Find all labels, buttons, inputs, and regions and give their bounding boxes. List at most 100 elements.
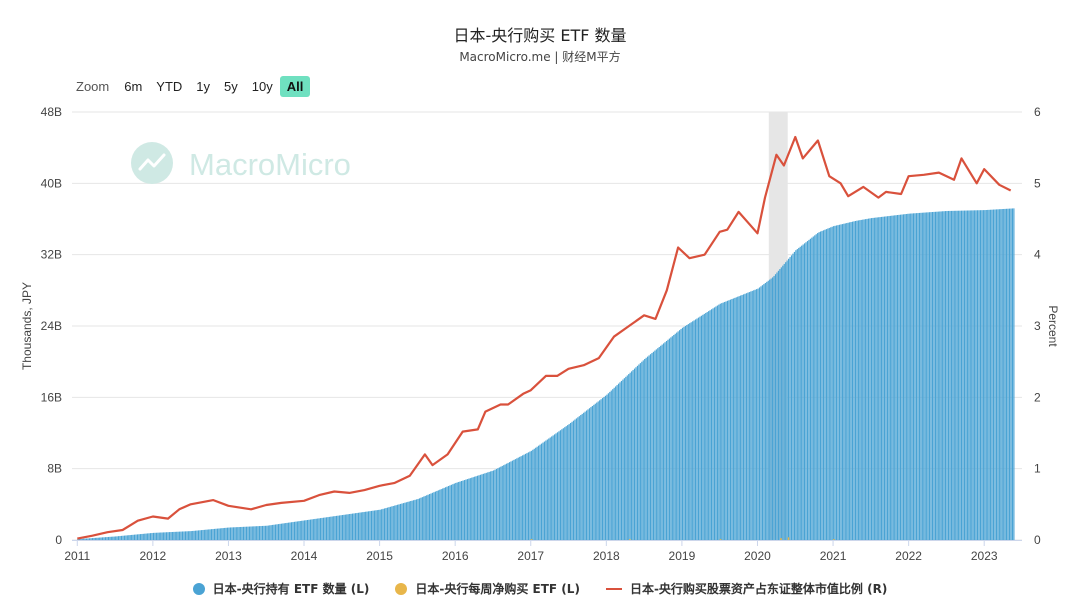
holdings-bar bbox=[639, 363, 641, 540]
holdings-bar bbox=[298, 521, 300, 540]
y-right-tick-label: 4 bbox=[1034, 248, 1041, 262]
holdings-bar bbox=[311, 519, 313, 540]
holdings-bar bbox=[652, 351, 655, 540]
zoom-10y-button[interactable]: 10y bbox=[251, 79, 273, 94]
holdings-bar bbox=[949, 210, 951, 540]
y-left-axis-title: Thousands, JPY bbox=[20, 282, 34, 370]
holdings-bar bbox=[269, 525, 271, 540]
holdings-bar bbox=[760, 286, 762, 540]
holdings-bar bbox=[472, 477, 474, 540]
holdings-bar bbox=[199, 530, 201, 540]
holdings-bar bbox=[545, 440, 547, 540]
holdings-bar bbox=[819, 231, 822, 540]
holdings-bar bbox=[469, 478, 471, 540]
holdings-bar bbox=[277, 524, 280, 540]
holdings-bar bbox=[530, 450, 532, 540]
holdings-bar bbox=[633, 368, 636, 540]
holdings-bar bbox=[468, 478, 470, 540]
legend-item-holdings[interactable]: 日本-央行持有 ETF 数量 (L) bbox=[192, 580, 369, 597]
holdings-bar bbox=[231, 527, 233, 540]
holdings-bar bbox=[649, 354, 652, 540]
x-tick-label: 2021 bbox=[820, 549, 847, 563]
zoom-6m-button[interactable]: 6m bbox=[124, 79, 143, 94]
legend-item-weekly[interactable]: 日本-央行每周净购买 ETF (L) bbox=[395, 580, 580, 597]
holdings-bar bbox=[123, 535, 125, 540]
holdings-bar bbox=[942, 211, 944, 540]
holdings-bar bbox=[343, 514, 345, 540]
holdings-bar bbox=[554, 434, 556, 540]
holdings-bar bbox=[309, 519, 312, 540]
holdings-bar bbox=[577, 417, 579, 540]
holdings-bar bbox=[363, 511, 365, 540]
holdings-bar bbox=[769, 279, 771, 540]
x-tick-label: 2011 bbox=[64, 549, 90, 563]
holdings-bar bbox=[788, 258, 790, 540]
holdings-bar bbox=[918, 212, 921, 540]
holdings-bar bbox=[789, 257, 791, 540]
holdings-bar bbox=[841, 224, 843, 540]
holdings-bar bbox=[145, 533, 147, 540]
holdings-bar bbox=[619, 382, 621, 540]
weekly-purchase-bar bbox=[833, 539, 835, 540]
holdings-bar bbox=[104, 537, 107, 540]
holdings-bar bbox=[211, 529, 213, 540]
holdings-bar bbox=[250, 526, 252, 540]
holdings-bar bbox=[645, 357, 647, 540]
holdings-bar bbox=[806, 241, 809, 540]
holdings-bar bbox=[865, 219, 867, 540]
holdings-bar bbox=[117, 536, 120, 540]
holdings-bar bbox=[381, 509, 383, 540]
holdings-bar bbox=[346, 514, 348, 540]
holdings-bar bbox=[479, 474, 482, 540]
holdings-bar bbox=[971, 210, 973, 540]
holdings-bar bbox=[295, 521, 297, 540]
holdings-bar bbox=[863, 219, 865, 540]
holdings-bar bbox=[623, 378, 625, 540]
holdings-bar bbox=[285, 523, 287, 540]
zoom-1y-button[interactable]: 1y bbox=[196, 79, 211, 94]
holdings-bar bbox=[149, 533, 152, 540]
holdings-bar bbox=[825, 229, 827, 540]
holdings-bar bbox=[334, 516, 336, 540]
holdings-bar bbox=[526, 453, 528, 540]
holdings-bar bbox=[827, 228, 829, 540]
zoom-5y-button[interactable]: 5y bbox=[224, 79, 238, 94]
holdings-bar bbox=[696, 318, 698, 540]
holdings-bar bbox=[318, 518, 320, 540]
zoom-all-button[interactable]: All bbox=[279, 76, 311, 97]
x-tick-label: 2019 bbox=[669, 549, 696, 563]
holdings-bar bbox=[171, 531, 173, 540]
holdings-bar bbox=[411, 500, 413, 540]
holdings-bar bbox=[410, 501, 412, 540]
holdings-bar bbox=[478, 475, 480, 540]
holdings-bar bbox=[947, 210, 950, 540]
holdings-bar bbox=[923, 212, 925, 540]
holdings-bar bbox=[155, 532, 157, 540]
holdings-bar bbox=[257, 526, 259, 540]
holdings-bar bbox=[690, 322, 692, 540]
holdings-bar bbox=[939, 211, 941, 541]
weekly-purchase-bar bbox=[787, 537, 790, 540]
holdings-bar bbox=[360, 512, 362, 540]
holdings-bar bbox=[754, 289, 756, 540]
y-right-axis-title: Percent bbox=[1046, 305, 1060, 347]
holdings-bar bbox=[965, 210, 967, 540]
holdings-bar bbox=[474, 476, 476, 540]
holdings-bar bbox=[985, 210, 987, 540]
holdings-bar bbox=[620, 380, 623, 540]
holdings-bar bbox=[931, 212, 934, 540]
holdings-bar bbox=[447, 486, 450, 540]
legend-item-ratio[interactable]: 日本-央行购买股票资产占东证整体市值比例 (R) bbox=[605, 580, 887, 597]
holdings-bar bbox=[597, 401, 599, 540]
holdings-bar bbox=[928, 212, 931, 540]
holdings-bar bbox=[782, 265, 784, 540]
holdings-bar bbox=[888, 216, 890, 541]
chart-title: 日本-央行购买 ETF 数量 bbox=[453, 26, 627, 45]
zoom-ytd-button[interactable]: YTD bbox=[156, 79, 183, 94]
holdings-bar bbox=[373, 510, 375, 540]
holdings-bar bbox=[160, 532, 162, 540]
holdings-bar bbox=[497, 468, 499, 540]
holdings-bar bbox=[476, 475, 479, 540]
holdings-bar bbox=[492, 470, 495, 540]
holdings-bar bbox=[565, 426, 567, 540]
